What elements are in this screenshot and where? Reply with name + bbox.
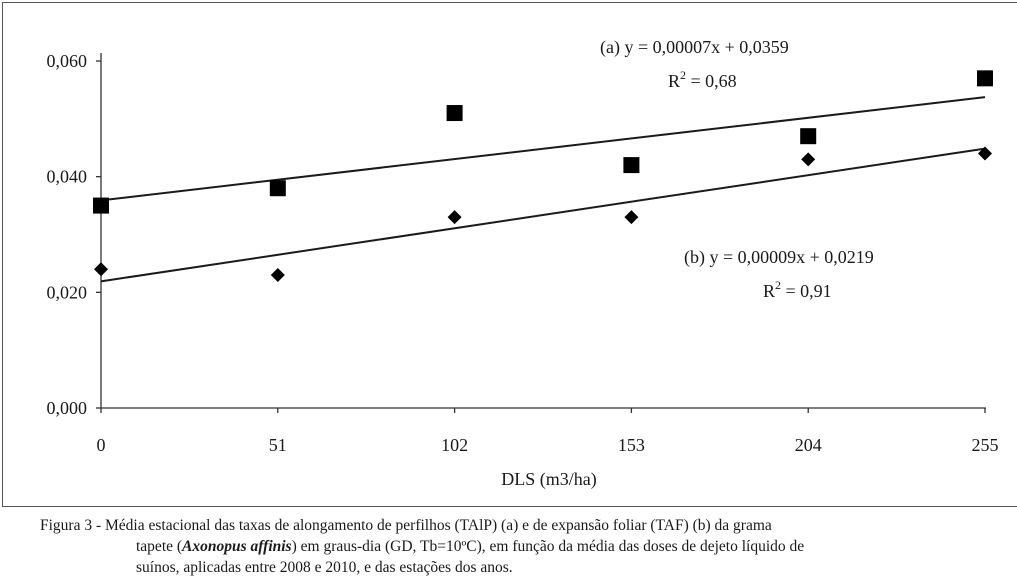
r-squared-symbol: R <box>763 281 775 301</box>
x-tick-label: 0 <box>97 435 106 455</box>
r-squared-exponent: 2 <box>775 278 781 292</box>
trendline-a <box>100 96 986 202</box>
r-squared-value: = 0,68 <box>686 71 737 91</box>
y-tick-label: 0,060 <box>47 51 88 71</box>
point-square-a <box>93 197 109 214</box>
y-tick-label: 0,020 <box>47 282 88 302</box>
caption-line-1: Figura 3 - Média estacional das taxas de… <box>40 517 772 534</box>
point-diamond-b <box>801 152 816 167</box>
point-square-a <box>800 128 817 145</box>
r-squared-symbol: R <box>668 71 680 91</box>
equation-label-b: (b) y = 0,00009x + 0,0219 <box>684 247 874 268</box>
r-squared-exponent: 2 <box>680 68 686 82</box>
caption-line-2-start: tapete ( <box>136 538 183 555</box>
caption-line-3: suínos, aplicadas entre 2008 e 2010, e d… <box>136 559 513 576</box>
point-diamond-b <box>978 146 992 161</box>
equation-label-a: (a) y = 0,00007x + 0,0359 <box>600 37 789 58</box>
y-tick-label: 0,000 <box>47 398 88 418</box>
x-tick-label: 102 <box>441 435 468 455</box>
point-square-a <box>623 157 640 174</box>
x-tick-label: 204 <box>795 435 822 455</box>
trendline-b <box>100 147 986 283</box>
x-tick-label: 153 <box>618 435 645 455</box>
r-squared-value: = 0,91 <box>781 281 832 301</box>
point-square-a <box>446 105 463 122</box>
figure-caption: Figura 3 - Média estacional das taxas de… <box>40 515 1017 578</box>
caption-species: Axonopus affinis <box>182 538 292 555</box>
r-squared-label-b: R2 = 0,91 <box>763 278 832 301</box>
scatter-chart: 0,000 0,020 0,040 0,060 0 51 102 153 204 255 DLS (… <box>47 37 999 490</box>
r-squared-label-a: R2 = 0,68 <box>668 68 737 91</box>
point-square-a <box>269 180 286 197</box>
caption-line-2-end: ) em graus-dia (GD, Tb=10ºC), em função … <box>291 538 805 555</box>
x-tick-label: 51 <box>269 435 287 455</box>
x-tick-label: 255 <box>972 435 999 455</box>
chart-frame: 0,000 0,020 0,040 0,060 0 51 102 153 204 255 DLS (… <box>2 2 1017 507</box>
caption-line-2: tapete (Axonopus affinis) em graus-dia (… <box>40 536 1017 557</box>
point-diamond-b <box>447 210 462 225</box>
x-axis-title: DLS (m3/ha) <box>501 469 596 490</box>
point-square-a <box>977 70 993 87</box>
y-tick-label: 0,040 <box>47 167 88 187</box>
point-diamond-b <box>270 267 285 282</box>
point-diamond-b <box>624 210 639 225</box>
point-diamond-b <box>94 262 108 277</box>
